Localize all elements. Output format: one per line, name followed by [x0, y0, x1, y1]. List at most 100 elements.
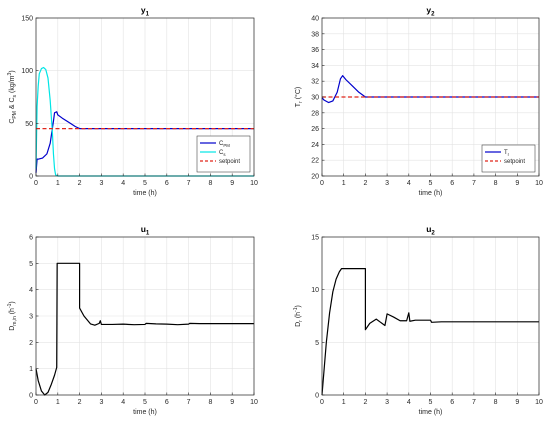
x-tick-label: 9	[515, 399, 519, 406]
legend-label: CPM​	[219, 141, 230, 148]
y-axis-label: CPM​ & Cs​ (kg/m3​)	[7, 70, 18, 123]
y-axis-label: Dm,in​ (h-1​)	[7, 301, 18, 331]
x-tick-label: 1	[56, 180, 60, 187]
subplot-title: y1​	[141, 5, 150, 18]
series-line	[35, 66, 254, 177]
x-tick-label: 4	[407, 399, 411, 406]
y-tick-label: 150	[21, 16, 33, 23]
x-tick-label: 1	[56, 399, 60, 406]
y-tick-label: 34	[311, 63, 319, 70]
y-tick-label: 50	[25, 121, 33, 128]
x-tick-label: 4	[407, 180, 411, 187]
subplot-3: 0 1 2 3 4 5 6 7 8 9 10 0 1 2 3 4 5 6 u1​ time (h) Dm,in​ (h-…	[7, 224, 258, 416]
x-tick-label: 10	[250, 180, 258, 187]
x-tick-label: 8	[494, 180, 498, 187]
legend-box	[196, 135, 251, 173]
x-tick-label: 3	[99, 180, 103, 187]
series-line	[35, 262, 254, 396]
x-tick-label: 9	[230, 399, 234, 406]
y-tick-label: 15	[311, 235, 319, 242]
x-tick-label: 6	[165, 180, 169, 187]
x-tick-label: 6	[165, 399, 169, 406]
x-tick-label: 1	[342, 180, 346, 187]
y-tick-label: 28	[311, 110, 319, 117]
x-tick-label: 8	[208, 399, 212, 406]
subplot-4: 0 1 2 3 4 5 6 7 8 9 10 0 5 10 15 u2​ time (h) Dr​ (h-1​)	[293, 224, 543, 416]
y-tick-label: 32	[311, 79, 319, 86]
legend-label: setpoint	[504, 159, 525, 165]
x-tick-label: 2	[363, 399, 367, 406]
y-tick-label: 0	[29, 174, 33, 181]
x-axis-label: time (h)	[419, 409, 443, 416]
x-tick-label: 10	[535, 180, 543, 187]
subplot-2: 0123456789102022242628303234363840y2​tim…	[294, 5, 543, 197]
x-tick-label: 5	[143, 399, 147, 406]
legend-label: Tr​	[504, 150, 510, 157]
y-tick-label: 20	[311, 174, 319, 181]
x-axis-label: time (h)	[419, 190, 443, 197]
y-tick-label: 36	[311, 47, 319, 54]
y-tick-label: 100	[21, 68, 33, 75]
y-tick-label: 40	[311, 16, 319, 23]
x-tick-label: 3	[99, 399, 103, 406]
x-tick-label: 10	[250, 399, 258, 406]
x-axis-label: time (h)	[133, 409, 157, 416]
y-tick-label: 10	[311, 287, 319, 294]
x-tick-label: 10	[535, 399, 543, 406]
x-tick-label: 9	[230, 180, 234, 187]
x-tick-label: 8	[494, 399, 498, 406]
legend: Tr​ setpoint	[481, 144, 536, 173]
x-tick-label: 7	[472, 399, 476, 406]
legend-label: Cs​	[219, 150, 226, 157]
x-tick-label: 0	[34, 399, 38, 406]
subplot-title: y2​	[426, 5, 435, 18]
y-tick-label: 38	[311, 31, 319, 38]
y-tick-label: 5	[315, 340, 319, 347]
x-tick-label: 0	[34, 180, 38, 187]
x-tick-label: 2	[78, 399, 82, 406]
series-line	[321, 75, 539, 104]
x-tick-label: 3	[385, 180, 389, 187]
x-tick-label: 9	[515, 180, 519, 187]
y-tick-label: 24	[311, 142, 319, 149]
x-tick-label: 2	[78, 180, 82, 187]
y-tick-label: 5	[29, 261, 33, 268]
x-tick-label: 8	[208, 180, 212, 187]
y-tick-label: 22	[311, 158, 319, 165]
y-tick-label: 2	[29, 340, 33, 347]
y-axis-label: Dr​ (h-1​)	[293, 305, 304, 327]
y-axis-label: Tr​ (°C)	[294, 87, 304, 107]
y-tick-label: 0	[29, 393, 33, 400]
subplot-title: u1​	[141, 224, 150, 237]
x-tick-label: 4	[121, 399, 125, 406]
y-tick-label: 1	[29, 366, 33, 373]
x-tick-label: 6	[450, 180, 454, 187]
series-line	[321, 268, 539, 396]
x-tick-label: 0	[320, 399, 324, 406]
x-tick-label: 4	[121, 180, 125, 187]
y-tick-label: 30	[311, 95, 319, 102]
x-tick-label: 5	[143, 180, 147, 187]
x-tick-label: 3	[385, 399, 389, 406]
x-tick-label: 6	[450, 399, 454, 406]
x-tick-label: 1	[342, 399, 346, 406]
y-tick-label: 26	[311, 126, 319, 133]
y-tick-label: 0	[315, 393, 319, 400]
y-tick-label: 4	[29, 287, 33, 294]
x-tick-label: 7	[187, 180, 191, 187]
x-tick-label: 5	[429, 180, 433, 187]
x-tick-label: 7	[187, 399, 191, 406]
x-axis-label: time (h)	[133, 190, 157, 197]
legend-label: setpoint	[219, 159, 240, 165]
legend: CPM​ Cs​ setpoint	[196, 135, 251, 173]
x-tick-label: 5	[429, 399, 433, 406]
x-tick-label: 0	[320, 180, 324, 187]
subplot-title: u2​	[426, 224, 435, 237]
y-tick-label: 3	[29, 314, 33, 321]
series-line	[35, 111, 254, 173]
legend-box	[481, 144, 536, 173]
x-tick-label: 7	[472, 180, 476, 187]
x-tick-label: 2	[363, 180, 367, 187]
